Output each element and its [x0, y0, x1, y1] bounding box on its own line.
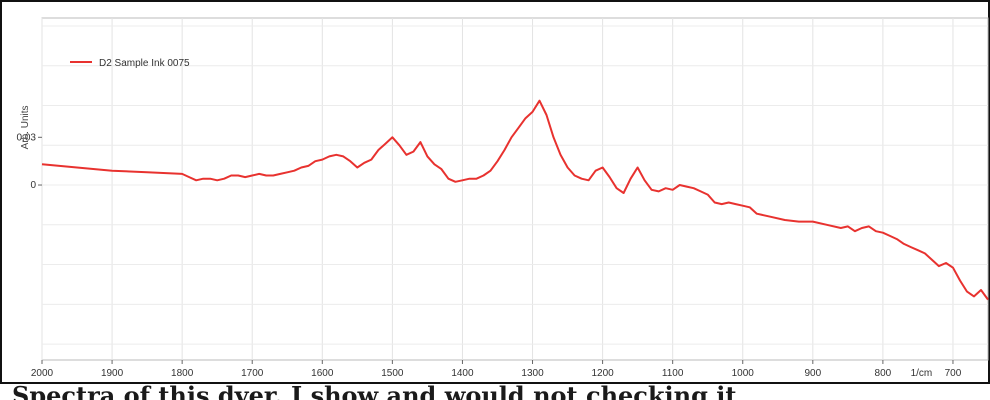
x-tick-label: 1000 [732, 368, 755, 379]
x-tick-label: 1200 [591, 368, 614, 379]
x-tick-label: 1900 [101, 368, 124, 379]
x-tick-label: 800 [875, 368, 892, 379]
series-line [41, 99, 989, 301]
x-tick-label: 700 [945, 368, 962, 379]
x-tick-label: 1500 [381, 368, 404, 379]
chart-border [0, 0, 990, 384]
x-tick-label: 1800 [171, 368, 194, 379]
x-tick-label: 1700 [241, 368, 264, 379]
y-tick-label: 0 [30, 180, 36, 191]
caption-text: Spectra of this dyer. I show and would n… [12, 384, 737, 400]
y-axis-label: Arb. Units [20, 105, 31, 149]
series-layer [41, 99, 989, 301]
x-tick-label: 900 [804, 368, 821, 379]
grid-lines [41, 18, 988, 360]
legend: D2 Sample Ink 0075 [70, 58, 190, 69]
x-tick-label: 1600 [311, 368, 334, 379]
legend-entry: D2 Sample Ink 0075 [99, 58, 190, 69]
x-tick-label: 2000 [31, 368, 54, 379]
x-tick-label: 1100 [662, 368, 684, 379]
x-tick-label: 1300 [521, 368, 544, 379]
x-tick-label: 1400 [451, 368, 474, 379]
y-tick-label: 0.03 [17, 132, 37, 143]
axes: 2000 1900 1800 1700 1600 1500 1400 1300 1200 1100… [17, 132, 962, 379]
plot-area [41, 17, 989, 361]
x-unit-label: 1/cm [911, 368, 933, 379]
